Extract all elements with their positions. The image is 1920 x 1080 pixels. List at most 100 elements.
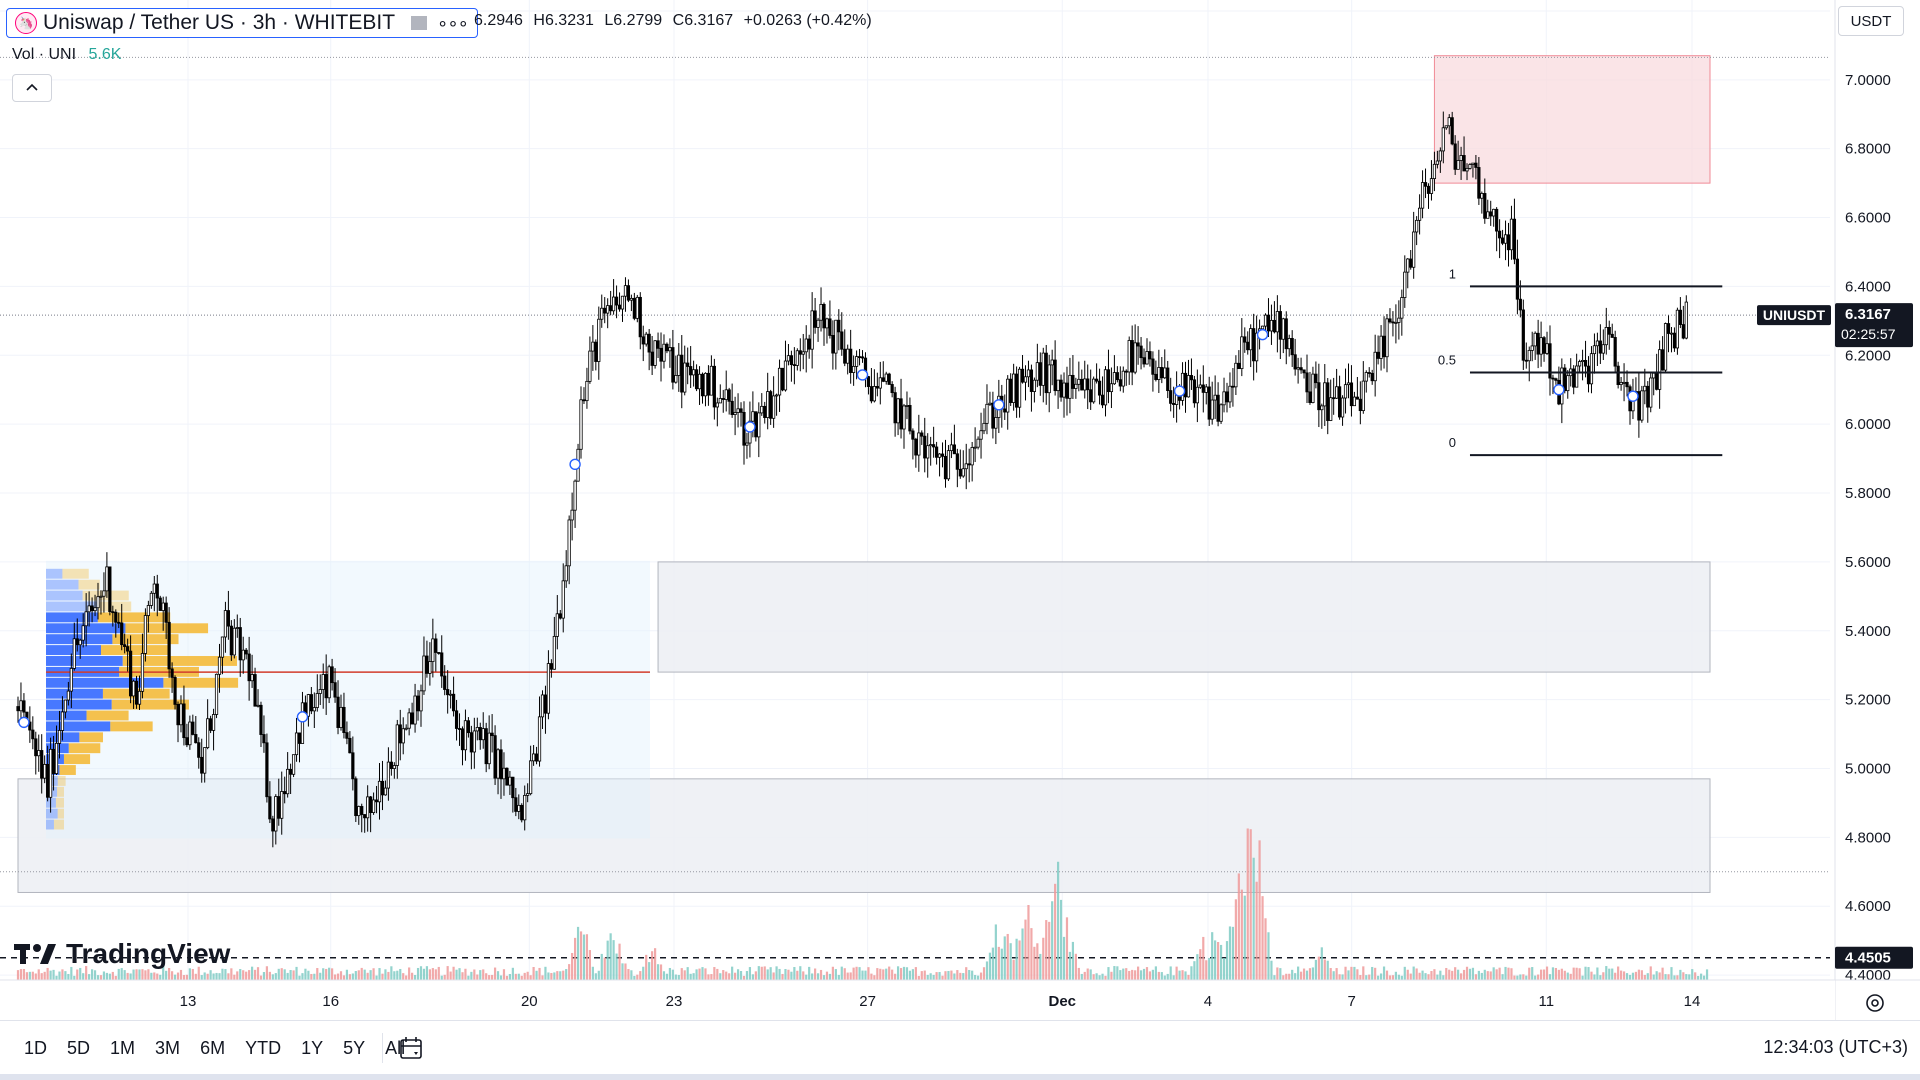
candle-body bbox=[1435, 160, 1439, 165]
volume-profile-bar-down bbox=[79, 732, 103, 743]
candle bbox=[1456, 140, 1460, 170]
range-button-1d[interactable]: 1D bbox=[24, 1038, 48, 1058]
event-marker[interactable] bbox=[1173, 385, 1186, 397]
candle-body bbox=[1503, 234, 1508, 244]
event-marker[interactable] bbox=[18, 716, 30, 729]
range-button-5y[interactable]: 5Y bbox=[343, 1038, 366, 1058]
volume-bar bbox=[1705, 969, 1709, 980]
event-marker[interactable] bbox=[993, 399, 1005, 411]
candle bbox=[1649, 373, 1653, 413]
volume-bar bbox=[1308, 968, 1312, 980]
candle-body bbox=[1219, 404, 1223, 422]
range-button-1y[interactable]: 1Y bbox=[301, 1038, 324, 1058]
candle bbox=[1243, 327, 1247, 353]
currency-button[interactable]: USDT bbox=[1838, 6, 1904, 36]
volume-bar bbox=[550, 972, 553, 980]
volume-bar bbox=[722, 970, 725, 980]
volume-bar bbox=[1548, 974, 1552, 980]
candle-body bbox=[834, 319, 838, 354]
chart-settings-icon[interactable] bbox=[1864, 992, 1886, 1014]
candle-body bbox=[395, 724, 399, 766]
volume-bar bbox=[55, 975, 58, 980]
event-marker[interactable] bbox=[1627, 390, 1639, 402]
demand-zone-2[interactable] bbox=[17, 778, 1711, 893]
candlesticks[interactable] bbox=[16, 111, 1688, 848]
candle-body bbox=[241, 649, 245, 661]
range-button-ytd[interactable]: YTD bbox=[245, 1038, 282, 1058]
range-button-6m[interactable]: 6M bbox=[200, 1038, 226, 1058]
range-button-5d[interactable]: 5D bbox=[67, 1038, 91, 1058]
candle bbox=[1059, 374, 1063, 402]
candle-body bbox=[949, 444, 954, 452]
candle-body bbox=[1207, 386, 1211, 420]
candle-body bbox=[964, 463, 968, 470]
flag-icon[interactable] bbox=[411, 16, 428, 30]
range-button-all[interactable]: All bbox=[385, 1038, 406, 1058]
candle bbox=[105, 552, 109, 598]
event-marker[interactable] bbox=[856, 369, 869, 381]
candle-body bbox=[1533, 332, 1537, 347]
candle-body bbox=[250, 674, 254, 682]
time-axis-bg[interactable] bbox=[0, 980, 1835, 1020]
collapse-legend-button[interactable] bbox=[12, 74, 52, 102]
event-marker[interactable] bbox=[744, 421, 756, 433]
candle bbox=[1320, 403, 1324, 429]
go-to-date-calendar-icon[interactable] bbox=[398, 1035, 424, 1061]
volume-bar bbox=[461, 972, 464, 980]
candle-body bbox=[345, 732, 349, 739]
candle-body bbox=[772, 395, 776, 419]
volume-bar bbox=[1510, 968, 1513, 980]
candle-body bbox=[706, 372, 711, 396]
event-marker[interactable] bbox=[569, 458, 581, 471]
symbol-title-box[interactable]: 🦄 Uniswap / Tether US · 3h · WHITEBIT ∘∘… bbox=[6, 8, 478, 38]
volume-legend[interactable]: Vol · UNI 5.6K bbox=[12, 46, 121, 64]
range-button-1m[interactable]: 1M bbox=[110, 1038, 136, 1058]
candle-body bbox=[1595, 340, 1599, 347]
volume-bar bbox=[979, 972, 983, 980]
candle bbox=[469, 725, 473, 770]
volume-bar bbox=[1412, 966, 1415, 980]
candle-body bbox=[1684, 301, 1688, 339]
volume-bar bbox=[1270, 960, 1273, 980]
event-marker[interactable] bbox=[1553, 384, 1565, 396]
price-axis-bg[interactable] bbox=[1835, 0, 1920, 1020]
candle bbox=[1438, 147, 1442, 173]
timezone-clock[interactable]: 12:34:03 (UTC+3) bbox=[1763, 1037, 1908, 1057]
demand-zone-1[interactable] bbox=[657, 561, 1711, 673]
candle-body bbox=[1056, 379, 1060, 392]
candle bbox=[114, 609, 118, 638]
candle-body bbox=[223, 610, 228, 638]
candle-body bbox=[937, 453, 942, 458]
candle bbox=[1397, 300, 1401, 340]
candle bbox=[890, 381, 894, 398]
volume-bar bbox=[1036, 943, 1039, 980]
candle bbox=[869, 368, 874, 404]
supply-zone-0[interactable] bbox=[1433, 55, 1711, 184]
range-button-3m[interactable]: 3M bbox=[155, 1038, 181, 1058]
candle-body bbox=[1151, 358, 1155, 375]
more-options-icon[interactable]: ∘∘∘ bbox=[437, 12, 469, 33]
candle bbox=[520, 803, 524, 823]
candle-body bbox=[1646, 385, 1650, 408]
candle-body bbox=[694, 369, 699, 390]
event-marker[interactable] bbox=[296, 711, 309, 723]
volume-bar bbox=[259, 975, 263, 980]
candle bbox=[620, 295, 625, 322]
candle bbox=[431, 618, 435, 678]
volume-bar bbox=[316, 968, 319, 980]
volume-bar bbox=[325, 968, 328, 980]
candle-body bbox=[582, 399, 586, 402]
candle-body bbox=[683, 362, 687, 393]
candle-body bbox=[1157, 367, 1161, 380]
volume-bar bbox=[659, 964, 663, 980]
volume-bar bbox=[1483, 969, 1486, 980]
candle bbox=[1192, 375, 1196, 408]
event-marker[interactable] bbox=[1256, 328, 1269, 341]
candle-body bbox=[1652, 372, 1656, 379]
tradingview-logo[interactable]: TradingView bbox=[14, 938, 230, 970]
candle-body bbox=[265, 742, 269, 798]
volume-bars[interactable] bbox=[16, 828, 1709, 980]
candle bbox=[1296, 357, 1300, 384]
